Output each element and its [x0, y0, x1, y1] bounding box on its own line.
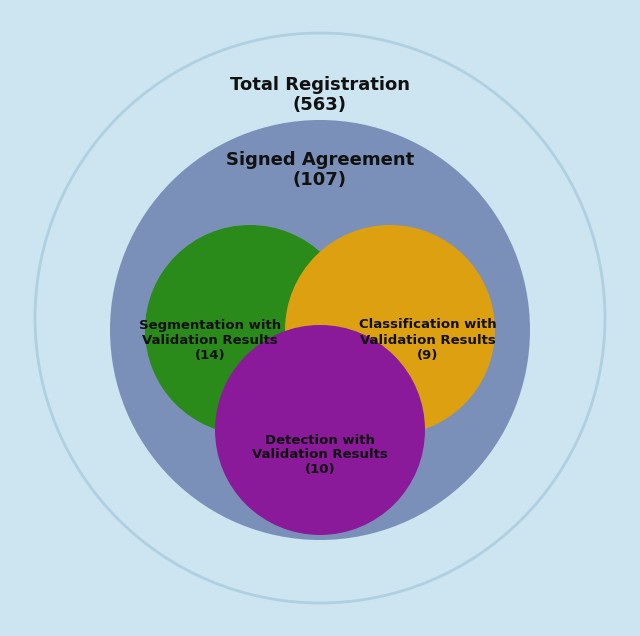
Circle shape: [145, 225, 355, 435]
Circle shape: [215, 325, 425, 535]
Text: Signed Agreement
(107): Signed Agreement (107): [226, 151, 414, 190]
Text: Total Registration
(563): Total Registration (563): [230, 76, 410, 114]
Circle shape: [285, 225, 495, 435]
Text: Detection with
Validation Results
(10): Detection with Validation Results (10): [252, 434, 388, 476]
Text: Classification with
Validation Results
(9): Classification with Validation Results (…: [359, 319, 497, 361]
Circle shape: [110, 120, 530, 540]
Circle shape: [35, 33, 605, 603]
Text: Segmentation with
Validation Results
(14): Segmentation with Validation Results (14…: [139, 319, 281, 361]
